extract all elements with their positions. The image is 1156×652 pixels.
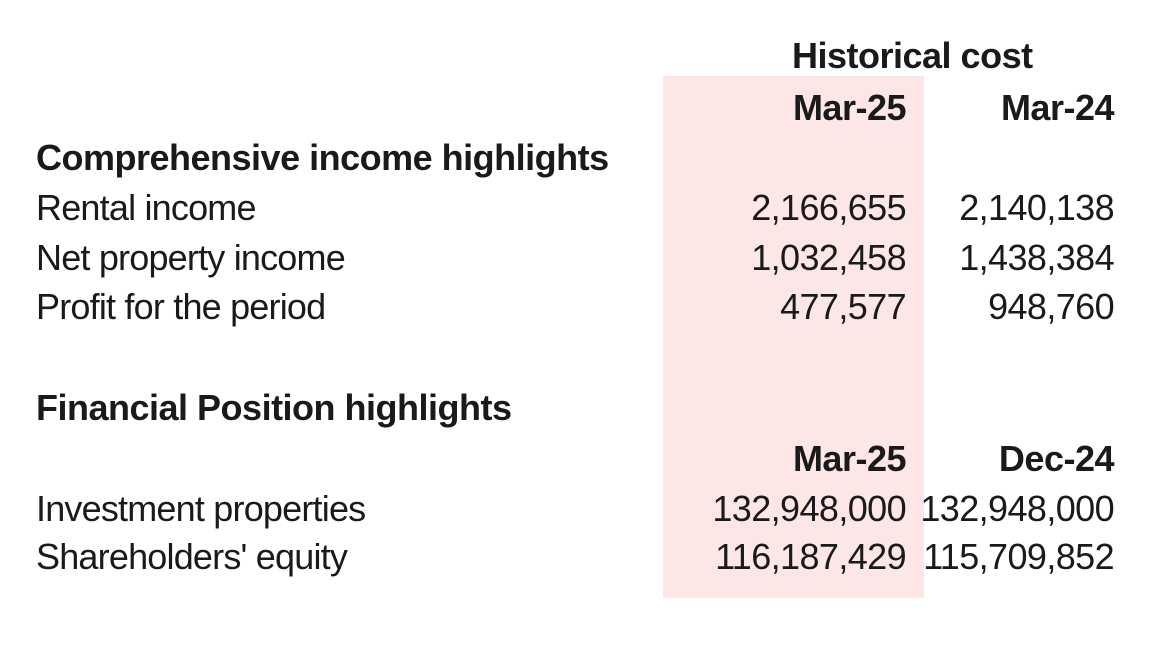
column-header-mar-24: Mar-24 [1000,87,1115,128]
value-net-property-income-b: 1,438,384 [959,237,1114,278]
value-rental-income-b: 2,140,138 [959,187,1114,228]
value-net-property-income-a: 1,032,458 [751,237,906,278]
row-label-shareholders-equity: Shareholders' equity [36,536,348,577]
value-profit-for-period-a: 477,577 [780,286,907,327]
column-header-mar-25: Mar-25 [792,87,907,128]
value-shareholders-equity-b: 115,709,852 [923,536,1115,577]
highlighted-column-band [663,76,924,598]
row-label-net-property-income: Net property income [36,237,346,278]
section-title-financial-position: Financial Position highlights [36,387,512,428]
group-header-historical-cost: Historical cost [792,35,1033,76]
value-shareholders-equity-a: 116,187,429 [715,536,907,577]
value-profit-for-period-b: 948,760 [988,286,1115,327]
column-header-mar-25-position: Mar-25 [792,438,907,479]
column-header-dec-24: Dec-24 [998,438,1115,479]
section-title-income: Comprehensive income highlights [36,137,609,178]
row-label-investment-properties: Investment properties [36,488,366,529]
row-label-rental-income: Rental income [36,187,257,228]
value-rental-income-a: 2,166,655 [751,187,906,228]
value-investment-properties-b: 132,948,000 [920,488,1114,529]
value-investment-properties-a: 132,948,000 [712,488,906,529]
row-label-profit-for-period: Profit for the period [36,286,326,327]
